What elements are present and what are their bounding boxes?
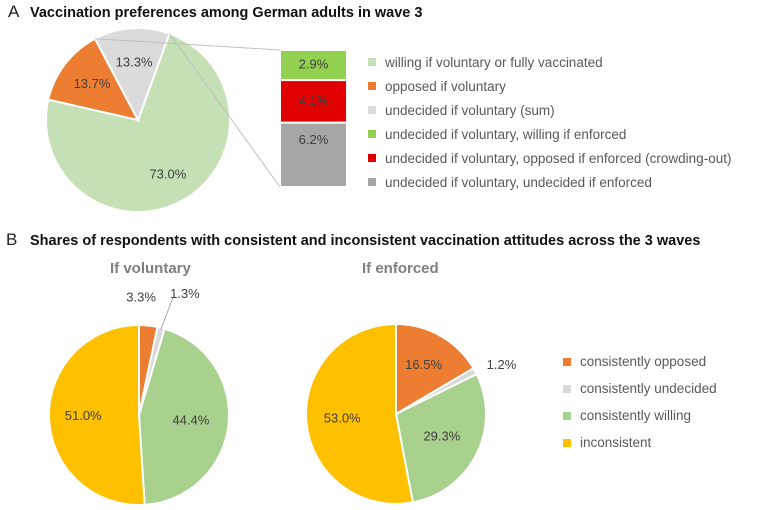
- panel-a-pie-data-label: 13.7%: [74, 76, 111, 91]
- panel-b-legend-label: inconsistent: [580, 435, 652, 450]
- panel-b-enforced-pie-data-label: 29.3%: [423, 428, 460, 443]
- panel-a-legend-item: undecided if voluntary (sum): [368, 98, 731, 122]
- panel-b-enforced-pie-data-label: 1.2%: [487, 357, 517, 372]
- panel-b-legend-label: consistently undecided: [580, 381, 717, 396]
- panel-b-legend-swatch: [563, 438, 571, 447]
- panel-b-voluntary-pie-data-label: 1.3%: [170, 286, 200, 301]
- panel-a-connector-line: [94, 38, 281, 51]
- panel-b-voluntary-pie-leader-line: [160, 297, 174, 330]
- panel-a-pie-slice-undecided-if-voluntary-sum: [93, 27, 171, 123]
- legend-panel-a: willing if voluntary or fully vaccinated…: [368, 50, 731, 194]
- panel-b-enforced-pie-slice-consistently-opposed: [395, 322, 475, 416]
- panel-a-legend-label: willing if voluntary or fully vaccinated: [385, 54, 603, 70]
- panel-a-connector-line: [169, 33, 281, 188]
- panel-b-legend-swatch: [563, 357, 571, 366]
- panel-b-voluntary-pie-slice-inconsistent: [47, 323, 146, 506]
- subtitle-if-voluntary: If voluntary: [110, 260, 191, 277]
- panel-a-legend-swatch: [368, 82, 376, 90]
- panel-b-legend-label: consistently willing: [580, 408, 692, 423]
- panel-a-legend-item: opposed if voluntary: [368, 74, 731, 98]
- panel-b-legend-swatch: [563, 411, 571, 420]
- panel-a-letter: A: [8, 2, 20, 21]
- panel-a-legend-label: undecided if voluntary, undecided if enf…: [385, 174, 652, 190]
- panel-a-legend-label: undecided if voluntary (sum): [385, 102, 555, 118]
- panel-a-legend-label: opposed if voluntary: [385, 78, 506, 94]
- panel-b-legend-swatch: [563, 384, 571, 393]
- panel-a-legend-swatch: [368, 130, 376, 138]
- panel-b-legend-item: consistently opposed: [563, 348, 717, 375]
- panel-a-bar-data-label: 6.2%: [299, 132, 329, 147]
- panel-b-legend-label: consistently opposed: [580, 354, 707, 369]
- legend-panel-b: consistently opposed consistently undecid…: [563, 348, 717, 456]
- panel-b-voluntary-pie-data-label: 51.0%: [65, 408, 102, 423]
- panel-a-pie-slice-willing-if-voluntary-or-fully-vaccinated: [45, 32, 231, 213]
- panel-b-voluntary-pie-slice-consistently-willing: [137, 327, 230, 506]
- panel-a-legend-item: undecided if voluntary, opposed if enfor…: [368, 146, 731, 170]
- panel-a-legend-swatch: [368, 58, 376, 66]
- panel-a-legend-swatch: [368, 106, 376, 114]
- panel-a-pie-slice-opposed-if-voluntary: [47, 37, 140, 122]
- panel-b-legend-item: inconsistent: [563, 429, 717, 456]
- panel-a-bar-segment-undecided-if-voluntary-undecided-if-enforced: [279, 121, 348, 188]
- panel-a-title: Vaccination preferences among German adu…: [30, 5, 423, 21]
- panel-b-title: Shares of respondents with consistent an…: [30, 233, 701, 249]
- panel-a-legend-swatch: [368, 178, 376, 186]
- panel-b-enforced-pie-slice-consistently-willing: [394, 372, 487, 504]
- panel-b-enforced-pie-slice-inconsistent: [305, 322, 415, 505]
- panel-b-legend-item: consistently undecided: [563, 375, 717, 402]
- panel-b-enforced-pie-data-label: 16.5%: [405, 357, 442, 372]
- panel-a-legend-label: undecided if voluntary, opposed if enfor…: [385, 150, 732, 166]
- panel-a-pie-data-label: 13.3%: [116, 55, 153, 70]
- panel-a-legend-swatch: [368, 154, 376, 162]
- panel-a-legend-item: willing if voluntary or fully vaccinated: [368, 50, 731, 74]
- panel-a-legend-item: undecided if voluntary, undecided if enf…: [368, 170, 731, 194]
- panel-b-letter: B: [6, 230, 18, 249]
- subtitle-if-enforced: If enforced: [362, 260, 439, 277]
- panel-b-legend-item: consistently willing: [563, 402, 717, 429]
- panel-a-pie-data-label: 73.0%: [149, 166, 186, 181]
- panel-a-bar-segment-undecided-if-voluntary-opposed-if-enforced-crowding-out: [279, 79, 348, 124]
- panel-a-legend-item: undecided if voluntary, willing if enfor…: [368, 122, 731, 146]
- panel-a-bar-data-label: 2.9%: [299, 56, 329, 71]
- panel-b-voluntary-pie-data-label: 44.4%: [172, 412, 209, 427]
- panel-a-bar-data-label: 4.1%: [299, 93, 329, 108]
- panel-b-voluntary-pie-data-label: 3.3%: [126, 290, 156, 305]
- panel-b-enforced-pie-data-label: 53.0%: [324, 411, 361, 426]
- panel-a-legend-label: undecided if voluntary, willing if enfor…: [385, 126, 627, 142]
